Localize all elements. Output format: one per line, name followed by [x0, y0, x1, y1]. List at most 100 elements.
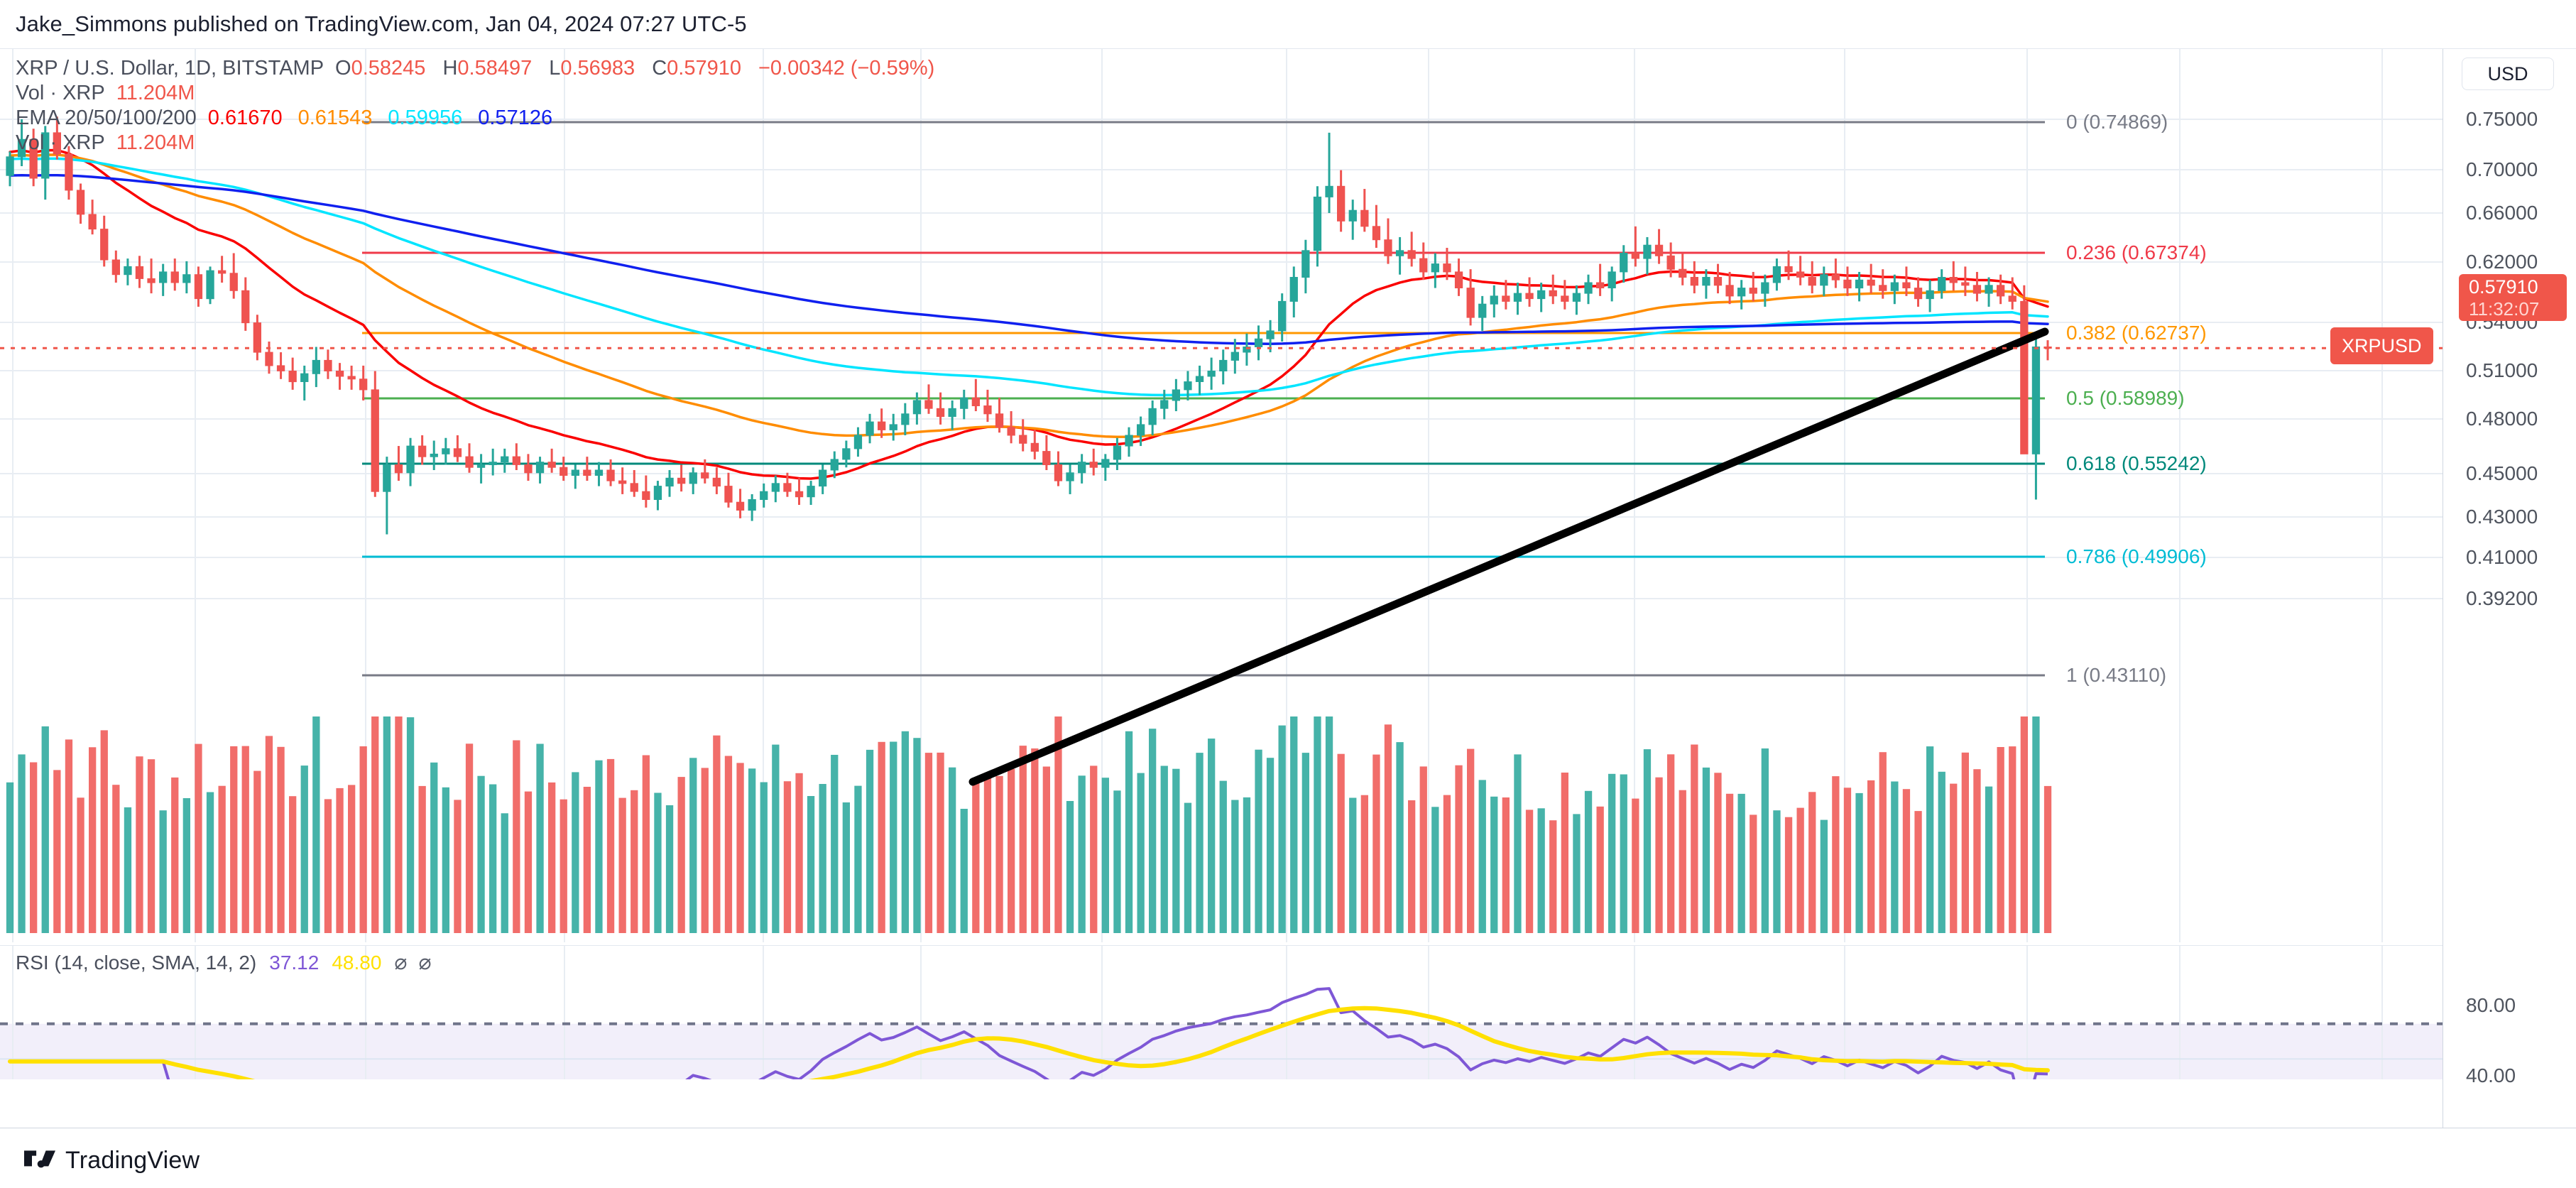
volume-bar	[1843, 788, 1852, 933]
candle-body	[689, 472, 697, 484]
candle-body	[1867, 279, 1875, 286]
volume-bar	[890, 741, 897, 933]
candle-body	[1125, 435, 1133, 447]
volume-bar	[1208, 739, 1216, 933]
candle-body	[1266, 330, 1275, 339]
candle-body	[618, 480, 627, 484]
volume-bar	[1490, 796, 1498, 933]
volume-bar	[1926, 746, 1934, 933]
candle-body	[2008, 295, 2016, 302]
candle-body	[724, 486, 733, 503]
volume-bar	[924, 753, 933, 933]
volume-bar	[277, 746, 285, 933]
volume-bar	[289, 796, 297, 933]
volume-bar	[654, 792, 662, 933]
volume-bar	[1725, 793, 1734, 933]
price-tick: 0.70000	[2466, 158, 2538, 180]
candle-body	[430, 453, 438, 457]
candle-body	[1525, 293, 1534, 300]
candle-body	[1643, 244, 1652, 259]
volume-bar	[807, 796, 815, 933]
price-axis[interactable]: USD 0.75000 0.70000 0.66000 0.62000 0.54000 0…	[2443, 49, 2576, 1128]
volume-bar	[1384, 724, 1392, 933]
volume-bar	[489, 784, 497, 933]
candle-body	[418, 445, 427, 457]
volume-bars	[6, 716, 2052, 933]
candle-body	[347, 376, 356, 380]
plot-area[interactable]: 0 (0.74869) 0.236 (0.67374) 0.382 (0.62737…	[0, 49, 2443, 1079]
volume-bar	[454, 800, 462, 933]
volume-bar	[1761, 748, 1769, 933]
candle-body	[1879, 285, 1887, 291]
volume-bar	[265, 736, 273, 933]
volume-bar	[1867, 780, 1875, 933]
candle-body	[1443, 263, 1451, 273]
volume-bar	[2032, 716, 2040, 933]
volume-bar	[1773, 810, 1781, 933]
rsi-sma-line	[8, 1006, 2050, 1079]
volume-bar	[701, 768, 709, 933]
price-pane[interactable]: 0 (0.74869) 0.236 (0.67374) 0.382 (0.62737…	[0, 49, 2443, 942]
volume-bar	[842, 802, 850, 933]
volume-bar	[1714, 773, 1722, 933]
candle-body	[594, 469, 604, 476]
candle-body	[1066, 472, 1074, 481]
candle-body	[1372, 226, 1381, 241]
rsi-pane[interactable]: RSI (14, close, SMA, 14, 2) 37.12 48.80 …	[0, 945, 2443, 1079]
candle-body	[406, 445, 415, 474]
volume-bar	[442, 787, 449, 933]
candle-body	[1985, 285, 1993, 294]
volume-bar	[713, 735, 721, 933]
candle-body	[489, 462, 497, 466]
volume-bar	[312, 716, 320, 933]
volume-bar	[1266, 758, 1275, 933]
price-tick: 0.43000	[2466, 506, 2538, 528]
volume-bar	[1655, 777, 1663, 933]
volume-bar	[2043, 785, 2052, 933]
price-tick: 0.51000	[2466, 359, 2538, 381]
candle-body	[1831, 274, 1840, 280]
currency-badge[interactable]: USD	[2462, 58, 2554, 90]
candle-body	[748, 499, 756, 511]
candle-body	[1631, 253, 1639, 259]
candle-body	[1395, 250, 1404, 256]
volume-bar	[595, 760, 603, 933]
volume-bar	[618, 797, 626, 933]
volume-bar	[253, 770, 261, 933]
candle-body	[1490, 295, 1498, 305]
candle-body	[1348, 209, 1357, 222]
candle-body	[53, 132, 61, 155]
candle-body	[1772, 266, 1781, 283]
candle-body	[276, 365, 285, 371]
candle-body	[76, 190, 85, 215]
candle-body	[442, 448, 450, 454]
symbol-price-tag: XRPUSD	[2330, 327, 2433, 364]
candle-body	[1030, 442, 1039, 452]
volume-bar	[1620, 774, 1627, 933]
candle-body	[1431, 263, 1439, 273]
candle-body	[1690, 277, 1698, 286]
candle-body	[1502, 295, 1510, 302]
candle-body	[1749, 288, 1757, 294]
candle-body	[912, 400, 922, 415]
volume-bar	[230, 746, 238, 933]
volume-bar	[1278, 725, 1286, 933]
volume-bar	[1419, 766, 1427, 933]
volume-bar	[77, 797, 84, 933]
volume-bar	[1502, 797, 1510, 933]
candle-body	[1808, 277, 1816, 286]
volume-bar	[1537, 808, 1545, 933]
volume-bar	[536, 743, 544, 933]
candle-body	[1620, 253, 1628, 273]
candle-body	[560, 467, 568, 476]
rsi-chart-canvas[interactable]	[0, 946, 2443, 1079]
candle-body	[853, 435, 863, 449]
price-chart-canvas[interactable]	[0, 49, 2443, 942]
candle-body	[1478, 303, 1487, 318]
volume-bar	[2009, 746, 2016, 933]
chart-frame: 0 (0.74869) 0.236 (0.67374) 0.382 (0.62737…	[0, 48, 2576, 1128]
candle-body	[300, 373, 309, 383]
candle-body	[1207, 371, 1216, 377]
volume-bar	[1914, 811, 1922, 933]
